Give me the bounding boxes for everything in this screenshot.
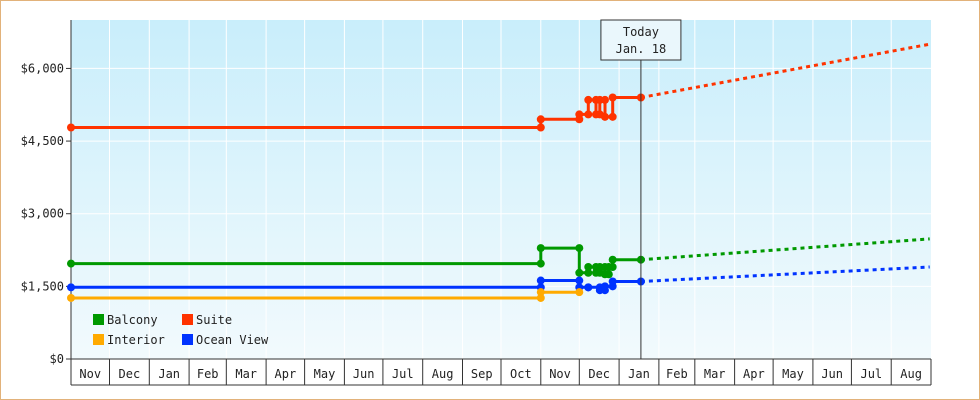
month-label: Jan (158, 367, 180, 381)
data-point (575, 110, 584, 119)
y-tick-label: $1,500 (21, 279, 64, 293)
data-point (536, 115, 545, 124)
data-point (67, 293, 75, 302)
y-tick-label: $6,000 (21, 61, 64, 75)
data-point (600, 282, 609, 291)
legend-label: Suite (196, 313, 232, 327)
legend-item-interior: Interior (93, 333, 165, 347)
y-tick-label: $4,500 (21, 134, 64, 148)
month-label: Oct (510, 367, 532, 381)
data-point (575, 276, 584, 285)
data-point (608, 277, 617, 286)
data-point (536, 244, 545, 253)
data-point (575, 244, 584, 253)
today-box (600, 19, 682, 61)
data-point (575, 288, 584, 297)
month-label: Jan (628, 367, 650, 381)
series-interior (67, 288, 584, 302)
series-balcony (67, 237, 930, 279)
y-tick-label: $0 (50, 352, 64, 366)
axes: $0 $1,500 $3,000 $4,500 $6,000 Nov Dec Jan Feb Ma… (21, 20, 932, 386)
data-point (608, 112, 617, 121)
data-point (575, 268, 584, 277)
y-tick-label: $3,000 (21, 207, 64, 221)
legend-swatch (93, 334, 104, 345)
series (67, 42, 930, 302)
month-label: Jul (860, 367, 882, 381)
data-point (600, 95, 609, 104)
month-label: Sep (471, 367, 493, 381)
month-label: Nov (549, 367, 571, 381)
data-point (584, 283, 593, 292)
month-label: Nov (79, 367, 101, 381)
legend-item-ocean-view: Ocean View (182, 333, 269, 347)
legend: Balcony Suite Interior Ocean View (93, 313, 269, 347)
data-point (67, 283, 75, 292)
series-ocean-view (67, 265, 930, 295)
month-label: Jun (353, 367, 375, 381)
series-suite (67, 42, 930, 132)
legend-label: Balcony (107, 313, 158, 327)
grid (70, 20, 931, 359)
data-point (584, 268, 593, 277)
month-label: May (782, 367, 804, 381)
legend-label: Interior (107, 333, 165, 347)
month-label: Dec (119, 367, 141, 381)
data-point (600, 112, 609, 121)
forecast-line (640, 265, 930, 283)
month-label: Feb (197, 367, 219, 381)
data-point (67, 123, 75, 132)
legend-swatch (93, 314, 104, 325)
data-point (608, 255, 617, 264)
legend-item-balcony: Balcony (93, 313, 158, 327)
data-point (536, 293, 545, 302)
data-point (536, 276, 545, 285)
legend-swatch (182, 334, 193, 345)
data-point (536, 259, 545, 268)
month-label: Apr (743, 367, 765, 381)
data-point (584, 262, 593, 271)
today-date-label: Jan. 18 (616, 42, 667, 56)
data-point (67, 259, 75, 268)
today-label: Today (623, 25, 659, 39)
today-marker: Today Jan. 18 (600, 19, 682, 359)
data-point (536, 123, 545, 132)
data-point (584, 95, 593, 104)
month-label: Aug (900, 367, 922, 381)
forecast-line (640, 42, 930, 99)
month-label: Feb (666, 367, 688, 381)
month-label: May (314, 367, 336, 381)
month-label: Mar (704, 367, 726, 381)
legend-item-suite: Suite (182, 313, 232, 327)
month-label: Aug (432, 367, 454, 381)
data-point (608, 262, 617, 271)
month-label: Mar (235, 367, 257, 381)
data-point (536, 288, 545, 297)
month-label: Jun (821, 367, 843, 381)
month-label: Jul (392, 367, 414, 381)
legend-swatch (182, 314, 193, 325)
legend-label: Ocean View (196, 333, 269, 347)
month-label: Dec (588, 367, 610, 381)
data-point (608, 93, 617, 102)
month-label: Apr (275, 367, 297, 381)
data-point (604, 270, 613, 279)
forecast-line (640, 237, 930, 262)
data-point (584, 110, 593, 119)
